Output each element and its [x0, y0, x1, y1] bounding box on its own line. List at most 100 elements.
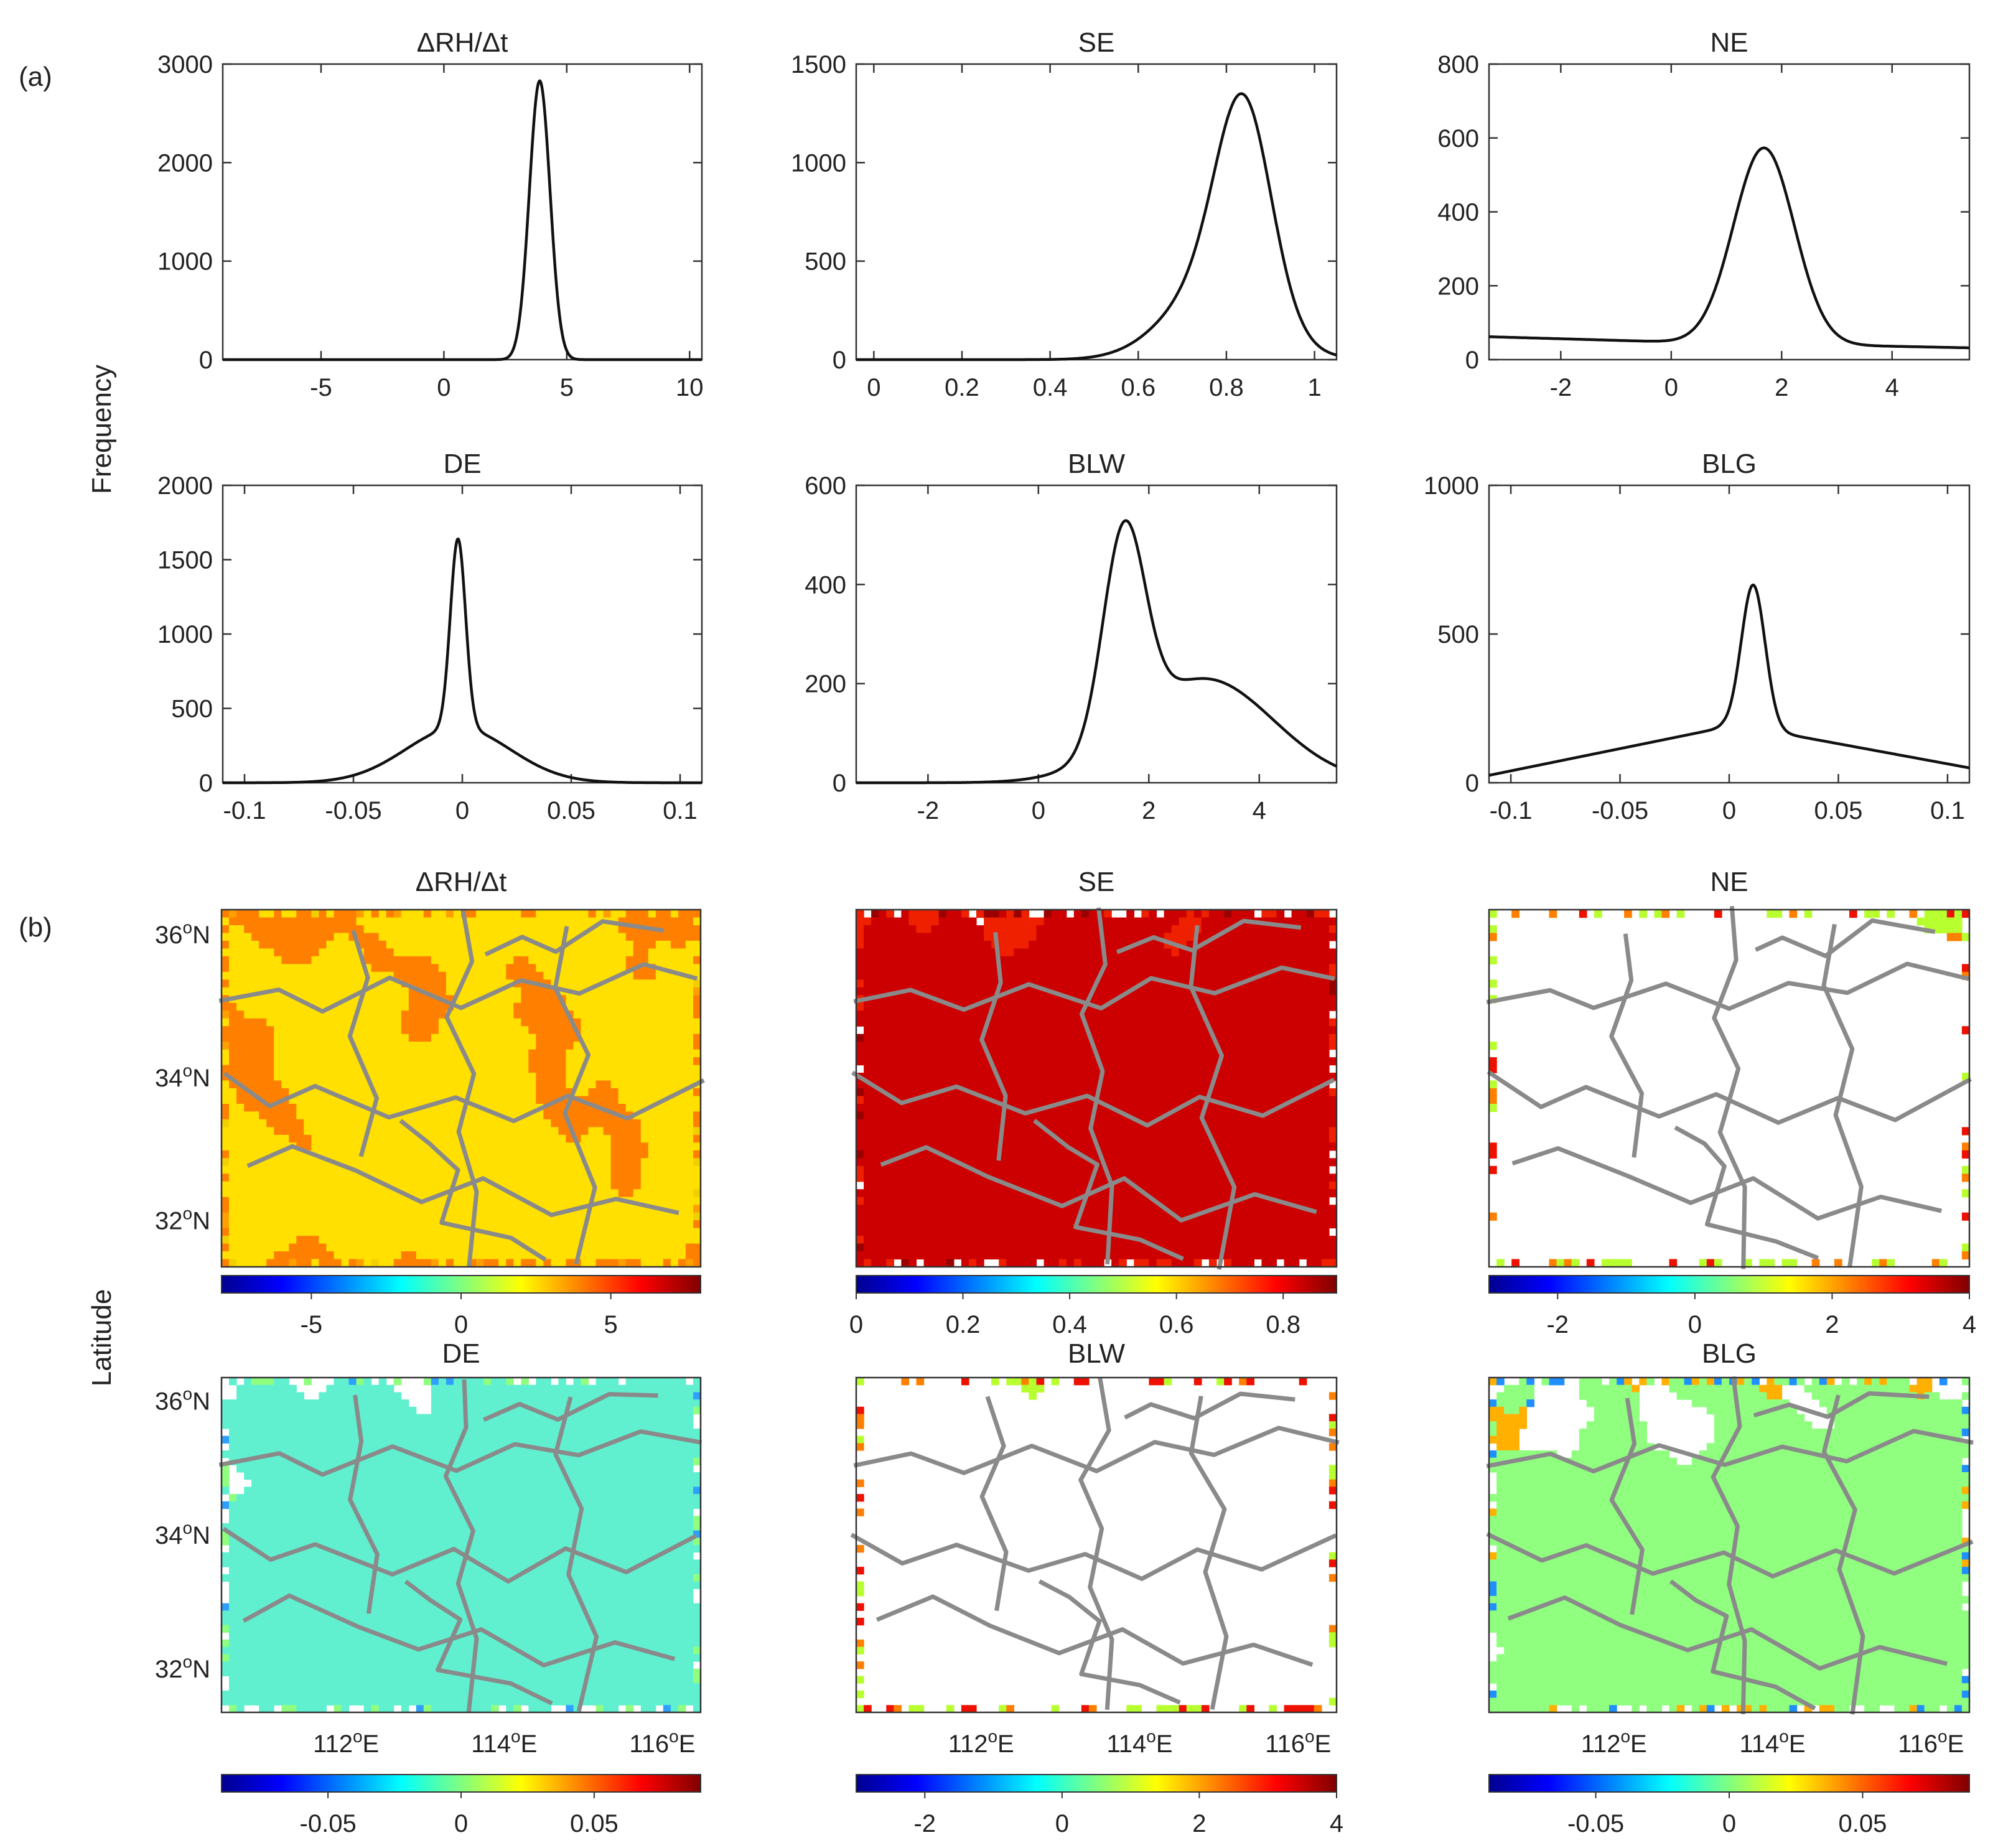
heatmap-cell: [1126, 1002, 1134, 1011]
heatmap-cell: [581, 1127, 589, 1136]
heatmap-cell: [341, 1065, 350, 1073]
heatmap-cell: [1321, 956, 1330, 964]
heatmap-cell: [236, 1026, 245, 1035]
heatmap-cell: [1216, 979, 1225, 988]
heatmap-cell: [976, 964, 984, 973]
heatmap-cell: [693, 1111, 701, 1120]
heatmap-cell: [961, 1096, 969, 1104]
heatmap-cell: [648, 917, 656, 926]
heatmap-cell: [871, 1026, 879, 1035]
heatmap-cell: [886, 1049, 894, 1058]
heatmap-cell: [908, 1065, 917, 1073]
heatmap-cell: [326, 1057, 334, 1066]
heatmap-cell: [1284, 979, 1292, 988]
heatmap-cell: [961, 1127, 969, 1136]
heatmap-cell: [610, 1018, 619, 1027]
heatmap-cell: [610, 979, 619, 988]
heatmap-cell: [1051, 964, 1060, 973]
heatmap-cell: [356, 1212, 365, 1221]
heatmap-cell: [446, 1057, 454, 1066]
heatmap-cell: [1246, 1042, 1254, 1050]
heatmap-cell: [931, 971, 940, 980]
frequency-curve: [1488, 146, 1971, 350]
heatmap-cell: [296, 979, 304, 988]
heatmap-cell: [311, 1010, 319, 1019]
heatmap-cell: [1284, 1065, 1292, 1073]
heatmap-cell: [543, 925, 551, 934]
heatmap-cell: [251, 1259, 259, 1267]
heatmap-cell: [856, 917, 864, 926]
heatmap-cell: [1246, 1010, 1254, 1019]
heatmap-cell: [1066, 1119, 1075, 1127]
heatmap-cell: [274, 1134, 282, 1143]
heatmap-cell: [618, 1150, 627, 1159]
heatmap-cell: [491, 1259, 499, 1267]
heatmap-cell: [454, 1243, 462, 1252]
heatmap-cell: [469, 1042, 477, 1050]
heatmap-cell: [311, 1065, 319, 1073]
heatmap-cell: [670, 1010, 679, 1019]
heatmap-cell: [416, 1236, 424, 1244]
heatmap-cell: [1164, 987, 1172, 996]
heatmap-cell: [1314, 910, 1322, 918]
heatmap-cell: [864, 1104, 872, 1113]
heatmap-cell: [1058, 1049, 1067, 1058]
heatmap-cell: [566, 1228, 574, 1236]
heatmap-cell: [1036, 1049, 1045, 1058]
heatmap-cell: [296, 1002, 304, 1011]
heatmap-cell: [1276, 1018, 1285, 1027]
heatmap-cell: [229, 1150, 237, 1159]
heatmap-cell: [678, 1002, 686, 1011]
heatmap-cell: [916, 948, 925, 957]
heatmap-cell: [1224, 1026, 1232, 1035]
heatmap-cell: [663, 1065, 671, 1073]
heatmap-cell: [319, 1165, 327, 1174]
heatmap-cell: [916, 1088, 925, 1097]
heatmap-cell: [633, 1010, 642, 1019]
heatmap-cell: [236, 1212, 245, 1221]
heatmap-cell: [901, 956, 910, 964]
heatmap-cell: [1193, 917, 1202, 926]
heatmap-cell: [483, 1111, 492, 1120]
heatmap-cell: [461, 1080, 469, 1089]
heatmap-cell: [431, 933, 439, 941]
heatmap-cell: [595, 940, 604, 949]
heatmap-cell: [259, 948, 267, 957]
heatmap-cell: [393, 1104, 402, 1113]
heatmap-cell: [386, 1150, 394, 1159]
heatmap-cell: [408, 1034, 417, 1042]
heatmap-cell: [938, 925, 947, 934]
heatmap-cell: [506, 971, 514, 980]
heatmap-cell: [655, 1228, 664, 1236]
heatmap-cell: [371, 956, 380, 964]
heatmap-cell: [1021, 964, 1030, 973]
heatmap-cell: [1321, 1065, 1330, 1073]
heatmap-cell: [1193, 1034, 1202, 1042]
heatmap-cell: [1088, 1026, 1097, 1035]
heatmap-cell: [348, 956, 357, 964]
heatmap-cell: [1066, 956, 1075, 964]
heatmap-cell: [1179, 1127, 1187, 1136]
heatmap-cell: [1328, 956, 1337, 964]
heatmap-cell: [513, 1026, 521, 1035]
heatmap-cell: [521, 1034, 529, 1042]
heatmap-cell: [648, 1134, 656, 1143]
heatmap-cell: [356, 1220, 365, 1229]
heatmap-cell: [1276, 1042, 1285, 1050]
heatmap-cell: [491, 1158, 499, 1167]
heatmap-cell: [259, 1026, 267, 1035]
heatmap-cell: [1299, 940, 1307, 949]
heatmap-cell: [1126, 1104, 1134, 1113]
heatmap-cell: [1239, 940, 1247, 949]
heatmap-cell: [1261, 910, 1270, 918]
heatmap-cell: [274, 948, 282, 957]
heatmap-cell: [595, 971, 604, 980]
heatmap-cell: [968, 987, 977, 996]
heatmap-cell: [438, 925, 447, 934]
heatmap-cell: [685, 1158, 694, 1167]
heatmap-cell: [454, 1158, 462, 1167]
heatmap-cell: [648, 1228, 656, 1236]
heatmap-cell: [1208, 1049, 1217, 1058]
heatmap-cell: [894, 979, 902, 988]
heatmap-cell: [423, 971, 432, 980]
